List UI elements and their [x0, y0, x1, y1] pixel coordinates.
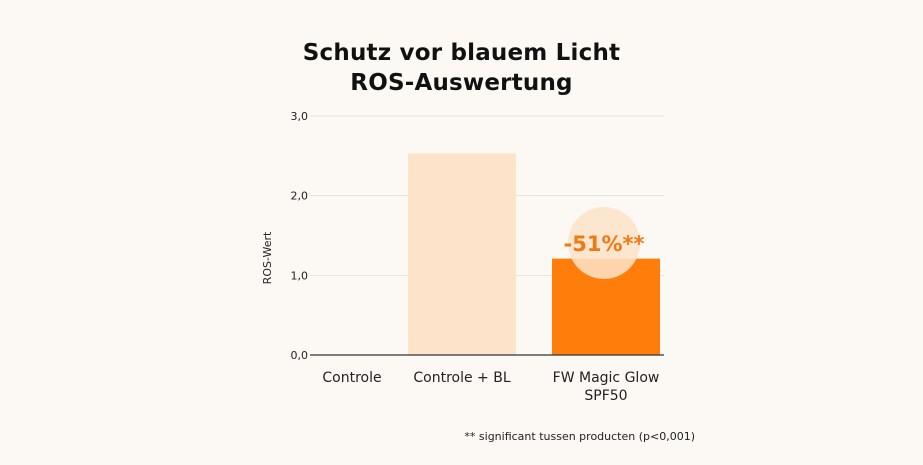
chart-title: Schutz vor blauem Licht ROS-Auswertung — [0, 38, 923, 98]
chart-title-line-1: Schutz vor blauem Licht — [302, 40, 621, 66]
chart-title-line-2: ROS-Auswertung — [350, 70, 573, 96]
y-tick-label: 0,0 — [291, 349, 309, 362]
bar — [408, 153, 516, 355]
annotation-label: -51%** — [564, 232, 645, 256]
annotation-bubble — [568, 207, 640, 279]
footnote: ** significant tussen producten (p<0,001… — [464, 430, 695, 443]
y-tick-label: 2,0 — [291, 190, 309, 203]
x-category-label: Controle + BL — [413, 370, 510, 386]
y-axis-label: ROS-Wert — [261, 231, 274, 284]
y-tick-label: 3,0 — [291, 110, 309, 123]
y-tick-label: 1,0 — [291, 269, 309, 282]
x-category-label: SPF50 — [584, 388, 627, 404]
x-category-label: Controle — [322, 370, 381, 386]
x-category-label: FW Magic Glow — [553, 370, 660, 386]
